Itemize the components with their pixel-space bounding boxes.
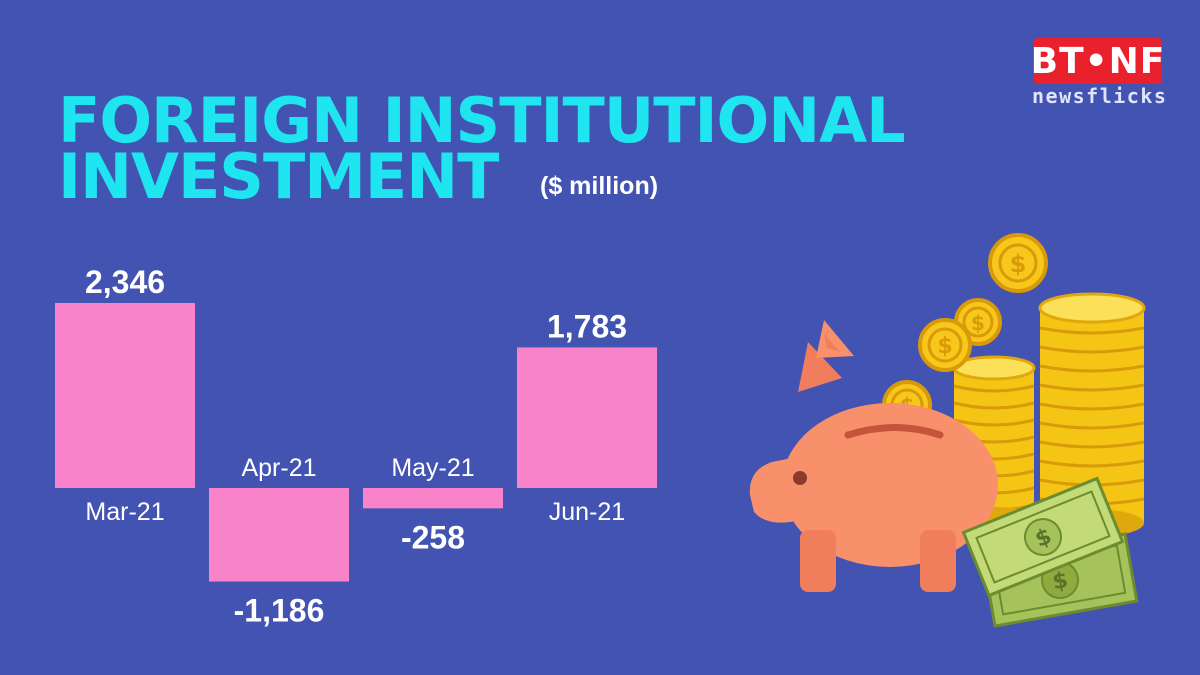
coin-rim [1039,421,1145,430]
category-label: Apr-21 [241,454,316,482]
piggy-bank-icon [749,320,998,592]
value-label: 1,783 [547,308,627,344]
value-label: -1,186 [234,593,325,629]
banknote-icon: $ [961,476,1125,598]
coin-rim [1039,345,1145,354]
value-label: -258 [401,519,465,555]
banknote-symbol: $ [1051,568,1070,595]
chart-title-line-2: INVESTMENT [58,140,499,213]
value-label: 2,346 [85,264,165,300]
logo-badge [1034,38,1162,84]
coin-rim [1039,326,1145,335]
bar-mar-21 [55,303,195,488]
bar-chart: 2,346 Mar-21 -1,186 Apr-21 -258 May-21 1,783 Ju… [55,264,657,629]
dollar-coin-icon: $ [988,233,1048,293]
coin-symbol: $ [1010,250,1027,278]
coin-symbol: $ [971,311,985,335]
coin-symbol: $ [937,334,952,359]
category-label: Jun-21 [549,498,625,526]
bar-apr-21 [209,488,349,582]
coin-rim [1039,383,1145,392]
category-label: May-21 [391,454,474,482]
logo-subtitle: newsflicks [1032,84,1168,108]
coin-rim [1039,459,1145,468]
coin-rim [953,418,1035,427]
bar-may-21 [363,488,503,509]
brand-logo: BT•NF newsflicks [1028,38,1168,108]
unit-label: ($ million) [540,172,659,200]
coin-rim [1039,402,1145,411]
bar-jun-21 [517,347,657,488]
category-label: Mar-21 [85,498,164,526]
coin-rim [953,401,1035,410]
money-illustration: $ $ $ $ [749,233,1146,628]
coin-rim [1039,440,1145,449]
logo-mark: BT•NF [1030,40,1166,82]
chart-title-line-1: FOREIGN INSTITUTIONAL [58,84,906,157]
coin-rim [953,384,1035,393]
dollar-coin-icon: $ [918,318,972,372]
coin-rim [1039,364,1145,373]
